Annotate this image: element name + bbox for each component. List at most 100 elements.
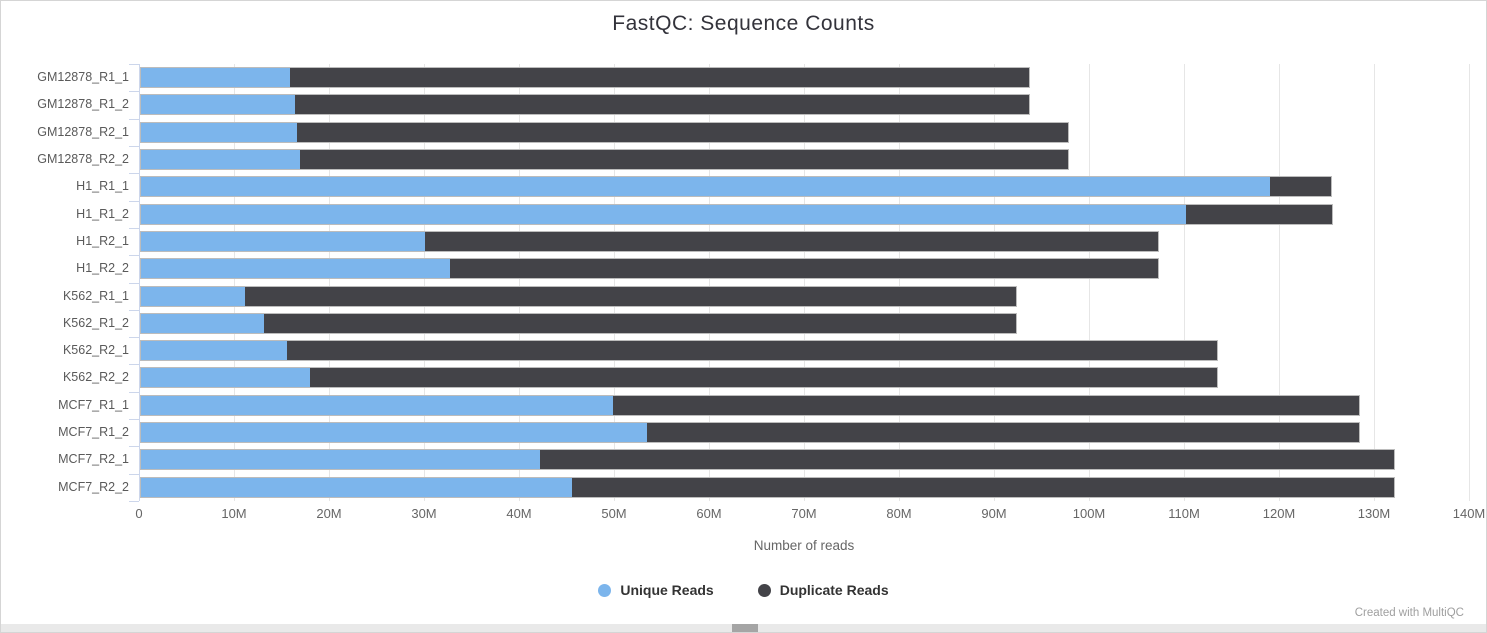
bar-segment-unique-reads[interactable] [141,341,287,360]
bar-row[interactable] [140,449,1395,470]
legend-marker-icon [757,583,771,597]
bar-segment-duplicate-reads[interactable] [297,123,1068,142]
y-tick-mark [129,228,139,229]
x-tick-label: 70M [791,506,817,521]
x-tick-label: 50M [601,506,627,521]
y-tick-mark [129,119,139,120]
bar-segment-unique-reads[interactable] [141,259,450,278]
legend-label: Duplicate Reads [779,582,889,598]
bar-row[interactable] [140,176,1332,197]
bar-segment-duplicate-reads[interactable] [647,423,1359,442]
bar-row[interactable] [140,422,1360,443]
bar-segment-duplicate-reads[interactable] [310,368,1217,387]
y-axis-label: GM12878_R2_2 [37,152,129,166]
y-tick-mark [129,283,139,284]
legend-item-unique-reads[interactable]: Unique Reads [598,582,714,598]
bar-segment-unique-reads[interactable] [141,287,245,306]
bar-row[interactable] [140,94,1030,115]
gridline [1184,64,1185,501]
bar-segment-duplicate-reads[interactable] [245,287,1016,306]
gridline [614,64,615,501]
bar-row[interactable] [140,149,1069,170]
bar-segment-duplicate-reads[interactable] [300,150,1068,169]
x-tick-label: 10M [221,506,247,521]
gridline [1089,64,1090,501]
y-tick-mark [129,173,139,174]
bar-segment-duplicate-reads[interactable] [290,68,1029,87]
bar-row[interactable] [140,122,1069,143]
gridline [709,64,710,501]
horizontal-scrollbar-track[interactable] [1,624,1486,632]
y-axis-line [139,64,140,501]
gridline [899,64,900,501]
x-tick-label: 30M [411,506,437,521]
y-axis-label: MCF7_R2_2 [58,480,129,494]
bar-segment-unique-reads[interactable] [141,150,300,169]
bar-segment-duplicate-reads[interactable] [295,95,1029,114]
bar-row[interactable] [140,67,1030,88]
bar-segment-duplicate-reads[interactable] [287,341,1217,360]
x-tick-label: 40M [506,506,532,521]
bar-segment-unique-reads[interactable] [141,123,297,142]
bar-row[interactable] [140,286,1017,307]
bar-segment-unique-reads[interactable] [141,423,647,442]
bar-segment-duplicate-reads[interactable] [425,232,1158,251]
y-axis-label: H1_R1_1 [76,179,129,193]
x-tick-label: 120M [1262,506,1296,521]
gridline [424,64,425,501]
y-axis-label: MCF7_R1_1 [58,398,129,412]
bar-segment-unique-reads[interactable] [141,314,264,333]
bar-row[interactable] [140,367,1218,388]
y-axis-label: MCF7_R2_1 [58,452,129,466]
x-tick-label: 100M [1072,506,1106,521]
bar-segment-unique-reads[interactable] [141,396,613,415]
bar-segment-unique-reads[interactable] [141,177,1270,196]
gridline [994,64,995,501]
bar-segment-unique-reads[interactable] [141,232,425,251]
x-tick-label: 140M [1452,506,1486,521]
bar-segment-duplicate-reads[interactable] [613,396,1359,415]
bar-segment-unique-reads[interactable] [141,478,572,497]
bar-row[interactable] [140,204,1333,225]
bar-row[interactable] [140,395,1360,416]
bar-row[interactable] [140,258,1159,279]
y-tick-mark [129,392,139,393]
y-tick-mark [129,201,139,202]
y-tick-mark [129,419,139,420]
y-axis-label: GM12878_R2_1 [37,125,129,139]
x-tick-label: 90M [981,506,1007,521]
bar-segment-unique-reads[interactable] [141,368,310,387]
bar-row[interactable] [140,231,1159,252]
gridline [234,64,235,501]
y-axis-label: H1_R2_2 [76,261,129,275]
bar-segment-duplicate-reads[interactable] [1270,177,1331,196]
bar-segment-unique-reads[interactable] [141,450,540,469]
y-tick-mark [129,364,139,365]
bar-segment-duplicate-reads[interactable] [450,259,1158,278]
y-axis-label: K562_R2_1 [62,343,129,357]
multiqc-credit: Created with MultiQC [1354,607,1464,619]
y-axis-label: MCF7_R1_2 [58,425,129,439]
bar-segment-duplicate-reads[interactable] [540,450,1394,469]
legend: Unique Reads Duplicate Reads [1,582,1486,598]
chart-title: FastQC: Sequence Counts [612,12,875,35]
horizontal-scrollbar-thumb[interactable] [732,624,758,632]
bar-row[interactable] [140,313,1017,334]
bar-segment-unique-reads[interactable] [141,205,1186,224]
bar-segment-duplicate-reads[interactable] [1186,205,1332,224]
bar-row[interactable] [140,477,1395,498]
y-tick-mark [129,146,139,147]
bar-row[interactable] [140,340,1218,361]
legend-marker-icon [598,583,612,597]
legend-item-duplicate-reads[interactable]: Duplicate Reads [757,582,889,598]
y-tick-mark [129,64,139,65]
bar-segment-duplicate-reads[interactable] [264,314,1016,333]
x-tick-label: 20M [316,506,342,521]
bar-segment-unique-reads[interactable] [141,95,295,114]
bar-segment-unique-reads[interactable] [141,68,290,87]
y-axis-label: K562_R2_2 [62,370,129,384]
y-axis-label: K562_R1_1 [62,289,129,303]
bar-segment-duplicate-reads[interactable] [572,478,1394,497]
gridline [519,64,520,501]
